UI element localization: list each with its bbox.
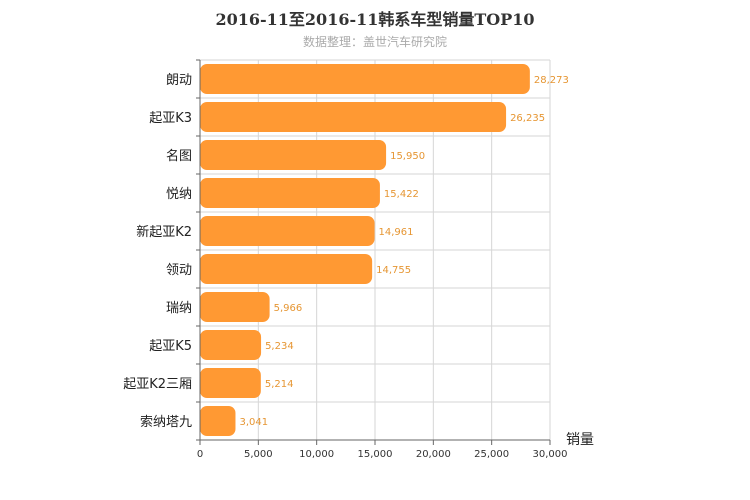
x-tick-label: 15,000 bbox=[358, 449, 393, 460]
bar[interactable] bbox=[200, 102, 507, 132]
category-label: 索纳塔九 bbox=[140, 415, 192, 430]
x-axis-title: 销量 bbox=[566, 432, 594, 448]
data-label: 14,755 bbox=[376, 265, 411, 276]
data-label: 5,214 bbox=[265, 379, 294, 390]
data-label: 15,422 bbox=[384, 189, 419, 200]
x-tick-label: 20,000 bbox=[416, 449, 451, 460]
category-label: 领动 bbox=[166, 263, 192, 278]
bar[interactable] bbox=[200, 140, 387, 170]
category-label: 名图 bbox=[166, 148, 192, 164]
bar[interactable] bbox=[200, 292, 270, 322]
grid bbox=[200, 59, 551, 441]
x-tick-label: 10,000 bbox=[299, 449, 334, 460]
axes bbox=[196, 59, 551, 445]
data-label: 15,950 bbox=[390, 151, 425, 162]
x-tick-label: 0 bbox=[197, 449, 203, 460]
data-label: 14,961 bbox=[379, 227, 414, 238]
chart-subtitle: 数据整理：盖世汽车研究院 bbox=[302, 35, 447, 49]
data-label: 28,273 bbox=[534, 75, 569, 86]
bar[interactable] bbox=[200, 254, 373, 284]
bar[interactable] bbox=[200, 64, 530, 94]
x-tick-label: 5,000 bbox=[244, 449, 273, 460]
category-label: 悦纳 bbox=[166, 187, 192, 202]
data-label: 5,966 bbox=[274, 303, 303, 314]
bar[interactable] bbox=[200, 330, 262, 360]
bar[interactable] bbox=[200, 216, 375, 246]
labels: 朗动 28,273 起亚K3 26,235 名图 15,950 悦纳 15,422 新起亚K2 1… bbox=[123, 73, 594, 460]
bar[interactable] bbox=[200, 406, 236, 436]
data-label: 3,041 bbox=[239, 417, 268, 428]
x-tick-label: 25,000 bbox=[474, 449, 509, 460]
x-tick-label: 30,000 bbox=[533, 449, 568, 460]
bar[interactable] bbox=[200, 178, 380, 208]
data-label: 5,234 bbox=[265, 341, 294, 352]
category-label: 起亚K5 bbox=[149, 339, 192, 354]
category-label: 瑞纳 bbox=[166, 301, 192, 316]
data-label: 26,235 bbox=[510, 113, 545, 124]
bars bbox=[200, 64, 530, 436]
category-label: 朗动 bbox=[166, 73, 192, 88]
category-label: 起亚K2三厢 bbox=[123, 377, 192, 392]
chart-title: 2016-11至2016-11韩系车型销量TOP10 bbox=[215, 10, 535, 29]
bar[interactable] bbox=[200, 368, 261, 398]
category-label: 起亚K3 bbox=[149, 111, 192, 126]
category-label: 新起亚K2 bbox=[136, 224, 192, 240]
